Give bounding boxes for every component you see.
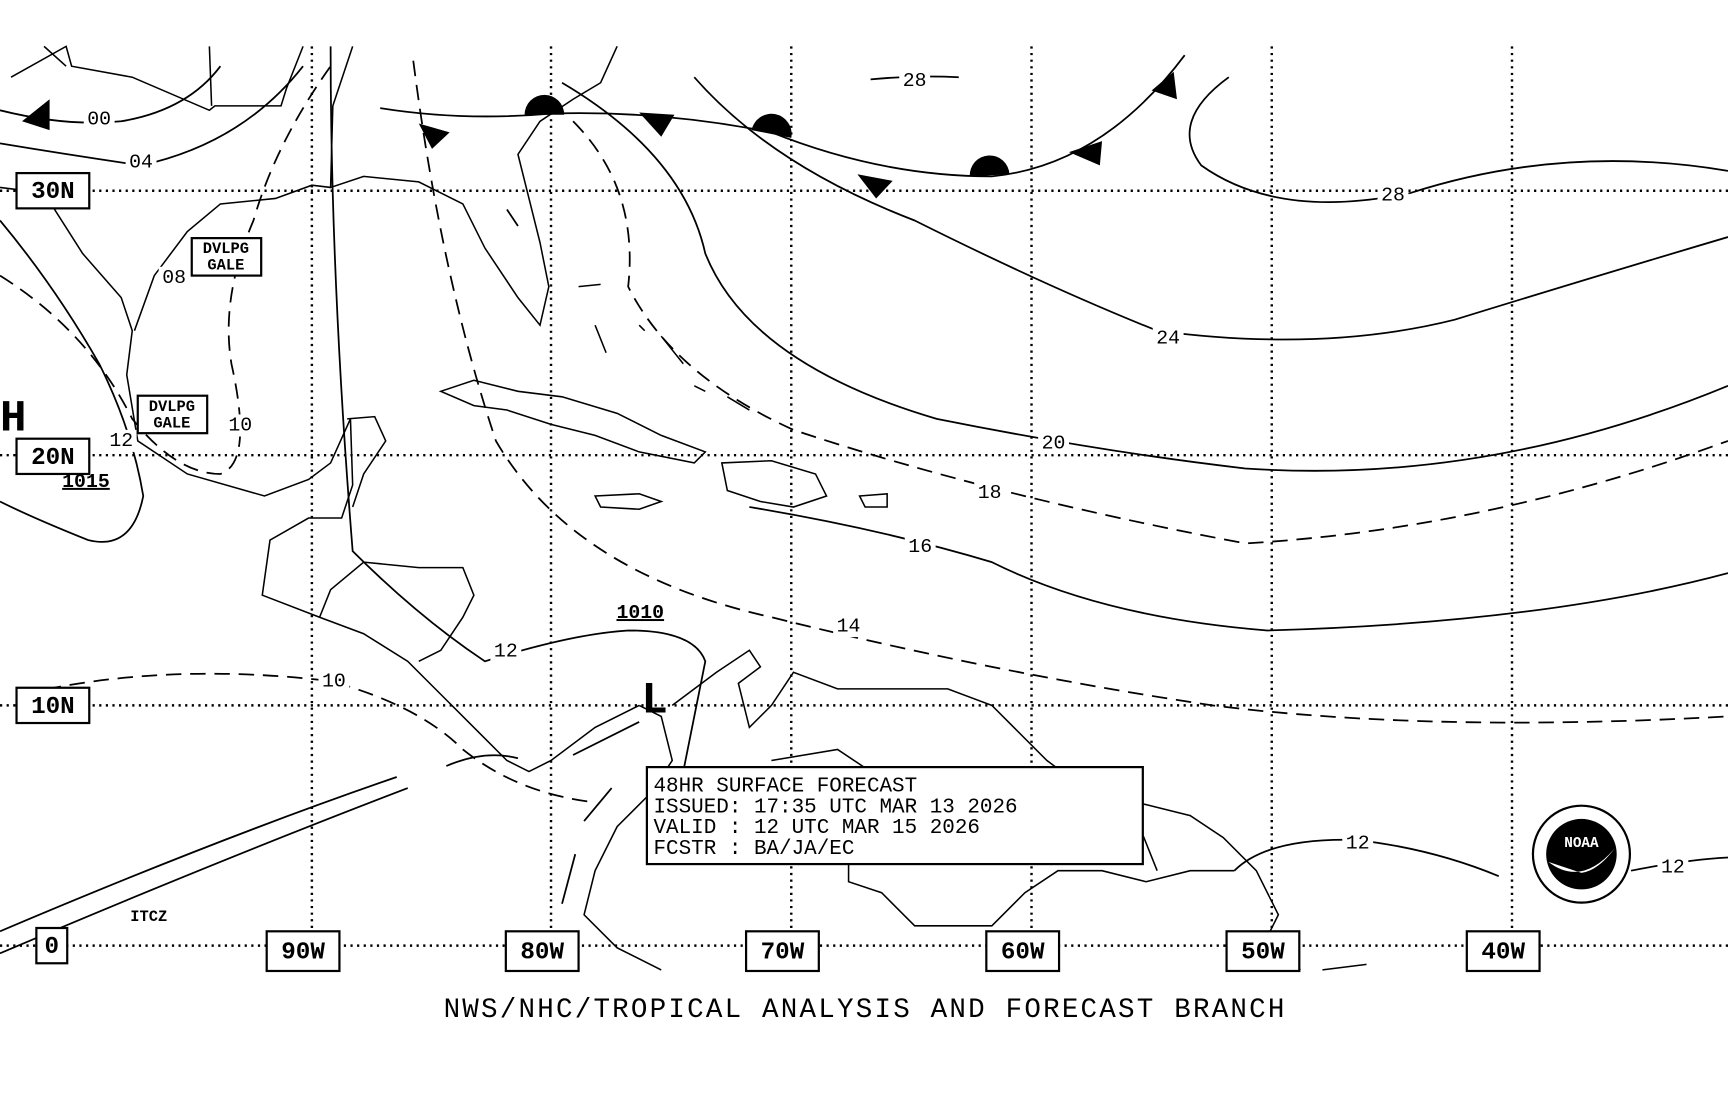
info-line: FCSTR : BA/JA/EC: [654, 838, 855, 861]
low-pressure: 1010: [616, 601, 664, 624]
longitude-labels: 90W 80W 70W 60W 50W 40W: [265, 930, 1541, 973]
label-background: [224, 414, 256, 437]
lat-label: 0: [45, 934, 60, 961]
label-background: [1377, 184, 1409, 207]
label-background: [1657, 856, 1689, 879]
label-background: [83, 108, 115, 131]
label-background: [125, 151, 157, 174]
info-line: ISSUED: 17:35 UTC MAR 13 2026: [654, 796, 1018, 819]
isobar-label: 18: [978, 481, 1002, 504]
high-pressure: 1015: [62, 470, 110, 493]
isobar-label: 12: [1346, 831, 1370, 854]
label-background: [490, 640, 522, 663]
label-background: [105, 429, 137, 452]
info-line: 48HR SURFACE FORECAST: [654, 775, 918, 798]
isobar-labels: 00 04 08 10 12 12 10 14 16 18 20 24 28 28 12 12: [83, 69, 1689, 879]
lon-label: 90W: [281, 940, 325, 967]
label-background: [974, 481, 1006, 504]
coastlines: [0, 45, 1367, 971]
lon-label: 80W: [520, 940, 564, 967]
info-line: VALID : 12 UTC MAR 15 2026: [654, 817, 980, 840]
isobar-label: 12: [494, 640, 518, 663]
label-background: [1342, 832, 1374, 855]
lon-label: 50W: [1241, 940, 1285, 967]
lat-label: 10N: [31, 694, 75, 721]
warning-line: GALE: [153, 414, 190, 432]
label-background: [833, 615, 864, 638]
warning-line: GALE: [207, 257, 244, 275]
isobar-label: 10: [322, 669, 346, 692]
fronts: [0, 54, 1186, 955]
grid: [0, 46, 1728, 970]
isobar-label: 12: [1661, 856, 1685, 879]
label-background: [318, 670, 350, 693]
lat-label: 20N: [31, 445, 75, 472]
isobar-label: 20: [1042, 431, 1066, 454]
isobar-label: 24: [1156, 327, 1180, 350]
isobar-label: 12: [109, 429, 133, 452]
warnings: DVLPG GALE DVLPG GALE: [136, 237, 263, 435]
pressure-centers: H 1015 L 1010: [0, 394, 668, 726]
footer: NWS/NHC/TROPICAL ANALYSIS AND FORECAST B…: [444, 995, 1287, 1026]
label-background: [158, 266, 190, 289]
warning-line: DVLPG: [203, 240, 249, 258]
isobar-label: 04: [129, 150, 153, 173]
label-background: [1152, 327, 1184, 350]
lon-label: 70W: [761, 940, 805, 967]
low-symbol: L: [641, 677, 667, 727]
lon-label: 60W: [1001, 940, 1045, 967]
logo-text: NOAA: [1564, 836, 1599, 852]
lon-label: 40W: [1481, 940, 1525, 967]
lat-label: 30N: [31, 179, 75, 206]
isobar-label: 00: [87, 107, 111, 130]
noaa-logo: NOAA: [1531, 804, 1632, 904]
info-box: 48HR SURFACE FORECAST ISSUED: 17:35 UTC …: [645, 765, 1144, 866]
isobar-label: 16: [908, 535, 932, 558]
label-background: [904, 535, 936, 558]
isobar-label: 10: [228, 414, 252, 437]
latitude-labels: 30N 20N 10N 0: [15, 172, 91, 965]
label-background: [1038, 432, 1069, 455]
isobar-label: 08: [162, 266, 186, 289]
isobar-label: 14: [837, 614, 861, 637]
high-symbol: H: [0, 394, 26, 444]
label-background: [899, 69, 931, 92]
itcz-label: ITCZ: [130, 908, 167, 926]
isobar-label: 28: [1381, 183, 1405, 206]
warning-line: DVLPG: [149, 398, 195, 416]
isobar-label: 28: [903, 69, 927, 92]
